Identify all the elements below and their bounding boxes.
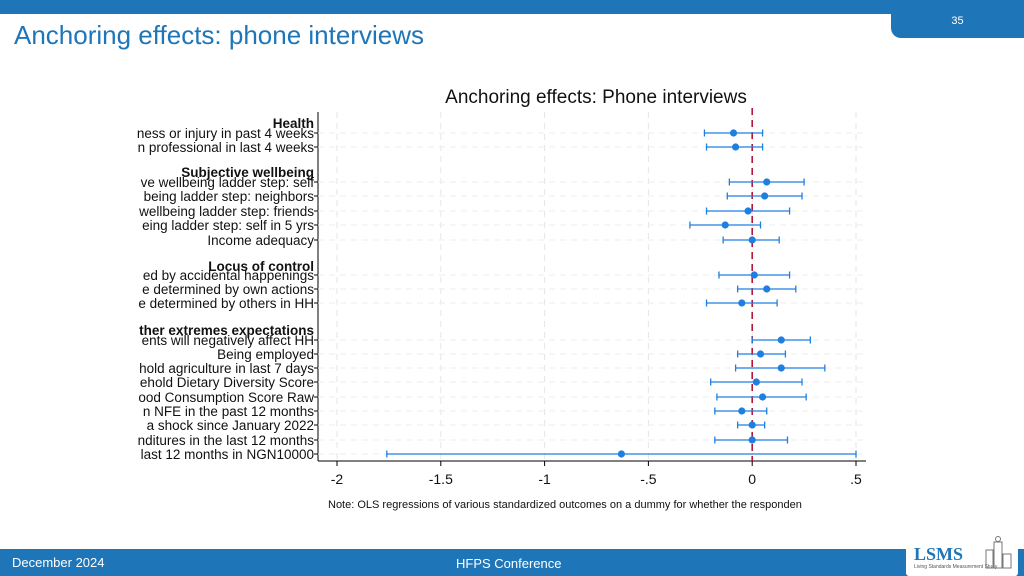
point-estimate: [729, 129, 738, 137]
row-label: Being employed: [217, 347, 314, 362]
group-header: Health: [273, 116, 314, 131]
x-tick-label: 0: [748, 471, 756, 487]
row-label: eing ladder step: self in 5 yrs: [142, 218, 314, 233]
point-estimate: [758, 393, 767, 401]
row-label: e determined by others in HH: [138, 296, 314, 311]
row-label: e determined by own actions: [142, 282, 314, 297]
row-label: nditures in the last 12 months: [138, 433, 315, 448]
x-tick-label: -.5: [640, 471, 657, 487]
row-label: wellbeing ladder step: friends: [138, 204, 314, 219]
row-label: ents will negatively affect HH: [142, 333, 314, 348]
footer-date: December 2024: [12, 555, 105, 570]
point-estimate: [748, 436, 756, 444]
row-label: hold agriculture in last 7 days: [139, 361, 314, 376]
page-number: 35: [951, 15, 964, 27]
point-estimate: [748, 421, 756, 429]
x-tick-label: -1.5: [429, 471, 453, 487]
slide-title: Anchoring effects: phone interviews: [14, 20, 424, 50]
group-header: Locus of control: [208, 259, 314, 274]
point-estimate: [761, 192, 769, 200]
row-label: last 12 months in NGN10000: [141, 447, 314, 462]
point-estimate: [777, 364, 785, 372]
point-estimate: [748, 236, 756, 244]
row-label: ood Consumption Score Raw: [138, 390, 314, 405]
x-tick-label: -2: [331, 471, 344, 487]
point-estimate: [721, 221, 729, 229]
logo-subtitle: Living Standards Measurement Study: [914, 564, 998, 570]
page-number-tab: [891, 0, 1024, 38]
point-estimate: [777, 336, 785, 344]
chart-title: Anchoring effects: Phone interviews: [445, 87, 747, 108]
point-estimate: [744, 207, 752, 215]
point-estimate: [738, 407, 746, 415]
group-header: ther extremes expectations: [139, 323, 314, 338]
row-label: ness or injury in past 4 weeks: [137, 126, 314, 141]
point-estimate: [738, 299, 746, 307]
coefficient-plot: Anchoring effects: Phone interviews -2 -1.…: [137, 87, 866, 511]
row-label: being ladder step: neighbors: [144, 189, 315, 204]
row-label: a shock since January 2022: [147, 418, 314, 433]
footer-event: HFPS Conference: [456, 556, 562, 571]
plot-area: [318, 112, 866, 461]
chart-note: Note: OLS regressions of various standar…: [328, 499, 802, 511]
point-estimate: [752, 378, 760, 386]
x-tick-label: -1: [538, 471, 551, 487]
row-label: n professional in last 4 weeks: [138, 140, 315, 155]
building-icon: [985, 536, 1012, 569]
x-tick-label: .5: [850, 471, 862, 487]
top-accent-bar: [0, 0, 1024, 14]
point-estimate: [756, 350, 765, 358]
row-label: ed by accidental happenings: [143, 268, 314, 283]
row-label: n NFE in the past 12 months: [143, 404, 314, 419]
group-header: Subjective wellbeing: [181, 165, 314, 180]
row-label: ehold Dietary Diversity Score: [140, 375, 314, 390]
point-estimate: [731, 143, 740, 151]
row-label: ve wellbeing ladder step: self: [141, 175, 315, 190]
point-estimate: [763, 178, 771, 186]
footer-bar: [0, 549, 1024, 576]
point-estimate: [763, 285, 771, 293]
row-label: Income adequacy: [207, 233, 314, 248]
point-estimate: [750, 271, 758, 279]
logo-text: LSMS: [914, 544, 964, 564]
lsms-logo: LSMS Living Standards Measurement Study: [906, 530, 1018, 576]
point-estimate: [617, 450, 626, 458]
